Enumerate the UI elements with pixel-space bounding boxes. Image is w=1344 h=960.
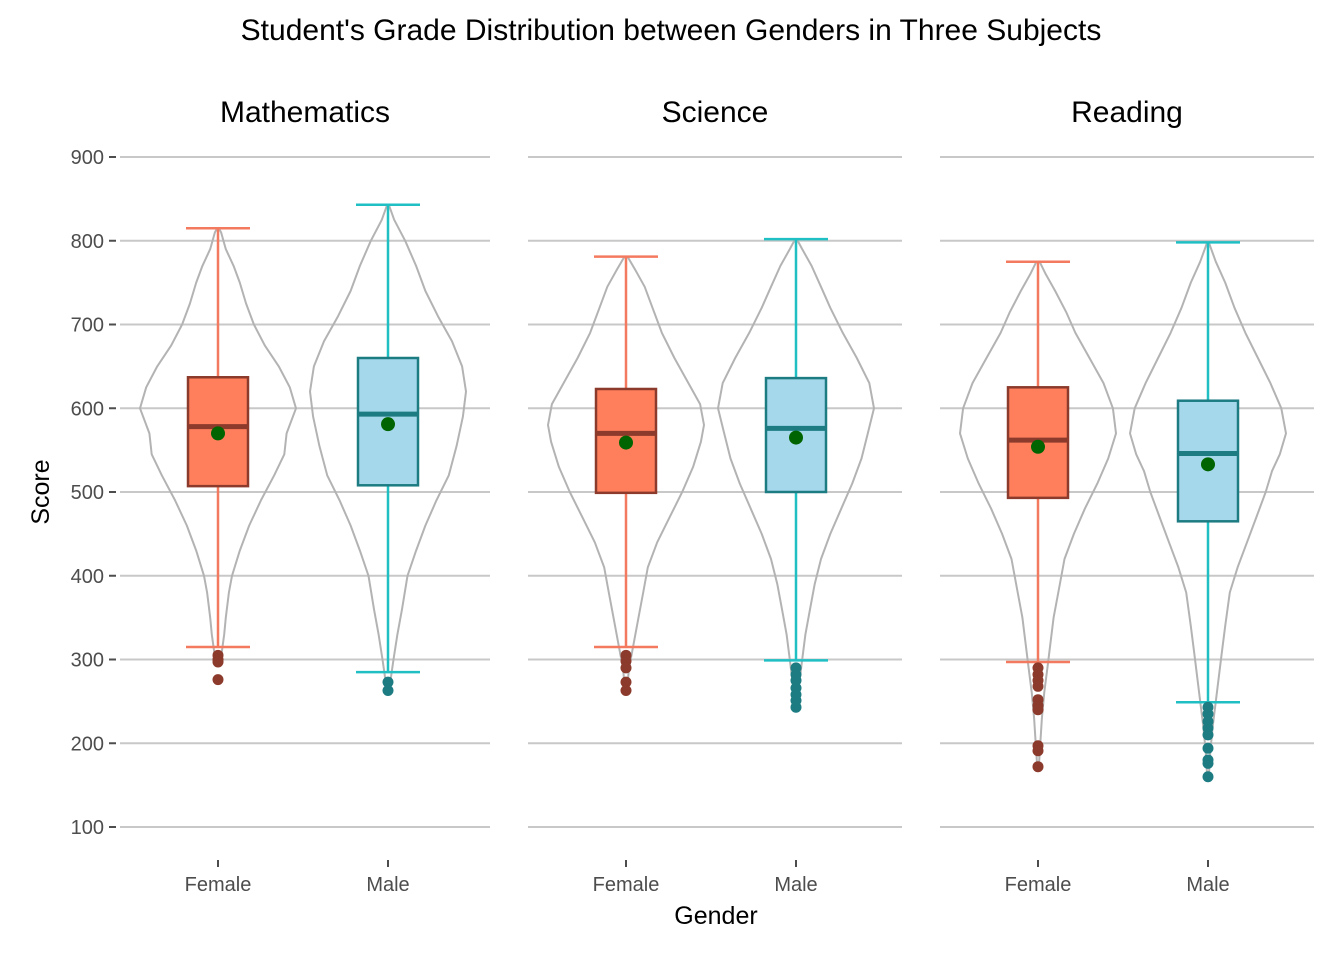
x-tick-label: Female (1005, 874, 1072, 896)
outlier-point (620, 684, 632, 696)
panel-mathematics: Mathematics Female Male (120, 96, 490, 896)
box-female (1006, 386, 1070, 500)
panel-science: Science Female Male (528, 96, 902, 896)
y-tick-label: 200 (71, 733, 104, 755)
outlier-point (1032, 704, 1044, 716)
outlier-point (1032, 761, 1044, 773)
outlier-point (212, 674, 224, 686)
x-tick-label: Male (774, 874, 817, 896)
panel-title: Mathematics (220, 96, 390, 129)
y-tick-label: 900 (71, 147, 104, 169)
y-tick-label: 700 (71, 315, 104, 337)
outlier-point (1202, 708, 1214, 720)
y-tick-label: 600 (71, 398, 104, 420)
x-tick-label: Female (593, 874, 660, 896)
mean-point (619, 435, 633, 450)
y-axis: 100 200 300 400 500 600 700 800 900 (71, 147, 116, 839)
outlier-point (790, 701, 802, 713)
y-tick-label: 100 (71, 817, 104, 839)
mean-point (1031, 439, 1045, 454)
x-tick-label: Male (1186, 874, 1229, 896)
x-tick-label: Male (366, 874, 409, 896)
outlier-point (1202, 742, 1214, 754)
outlier-point (382, 684, 394, 696)
outlier-point (1032, 680, 1044, 692)
y-tick-label: 300 (71, 650, 104, 672)
mean-point (381, 417, 395, 432)
chart-title: Student's Grade Distribution between Gen… (241, 14, 1102, 47)
panel-title: Reading (1071, 96, 1183, 129)
y-tick-label: 500 (71, 482, 104, 504)
outlier-point (790, 674, 802, 686)
outlier-point (1032, 745, 1044, 757)
outlier-point (212, 656, 224, 668)
y-axis-title: Score (27, 459, 55, 524)
outlier-point (1202, 757, 1214, 769)
outlier-point (620, 662, 632, 674)
mean-point (789, 430, 803, 445)
outlier-point (1202, 771, 1214, 783)
outlier-point (382, 676, 394, 688)
mean-point (1201, 457, 1215, 472)
outlier-point (1202, 729, 1214, 741)
y-tick-label: 400 (71, 566, 104, 588)
mean-point (211, 426, 225, 441)
outlier-point (620, 676, 632, 688)
panel-title: Science (662, 96, 769, 129)
y-tick-label: 800 (71, 231, 104, 253)
x-axis-title: Gender (674, 902, 757, 930)
panel-reading: Reading Female Male (940, 96, 1314, 896)
x-tick-label: Female (185, 874, 252, 896)
